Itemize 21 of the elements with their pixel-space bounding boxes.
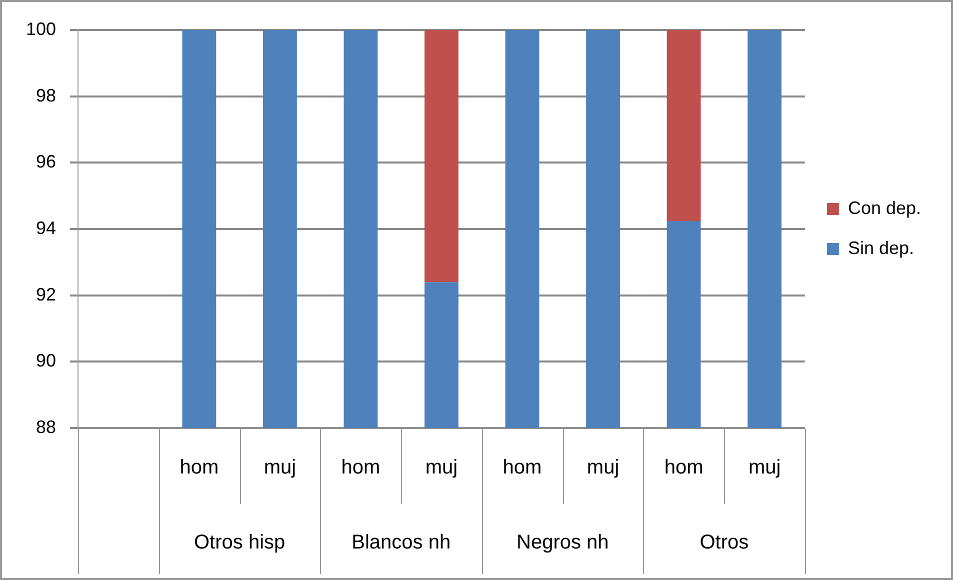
y-tick-label: 100 [26, 18, 56, 39]
text: Otros hisp [194, 532, 286, 554]
text: Blancos nh [352, 532, 451, 554]
y-tick-label: 88 [36, 416, 56, 437]
y-tick-label: 96 [36, 152, 56, 172]
x-tick-label: muj [264, 456, 296, 479]
x-tick-label: hom [341, 456, 380, 479]
text: Otros [700, 532, 749, 554]
x-tick-label: muj [748, 456, 781, 479]
y-tick-label: 90 [36, 350, 56, 371]
x-tick-label: hom [180, 456, 219, 479]
text: Negros nh [516, 532, 609, 554]
legend-label: Con dep. [848, 198, 922, 218]
x-tick-label: hom [502, 456, 542, 479]
y-tick-label: 92 [36, 284, 56, 304]
x-tick-label: hom [664, 456, 704, 479]
legend-label: Sin dep. [848, 238, 914, 258]
y-tick-label: 94 [36, 218, 56, 238]
y-tick-label: 98 [36, 85, 56, 106]
x-tick-label: muj [586, 456, 620, 479]
x-tick-label: muj [425, 456, 458, 479]
